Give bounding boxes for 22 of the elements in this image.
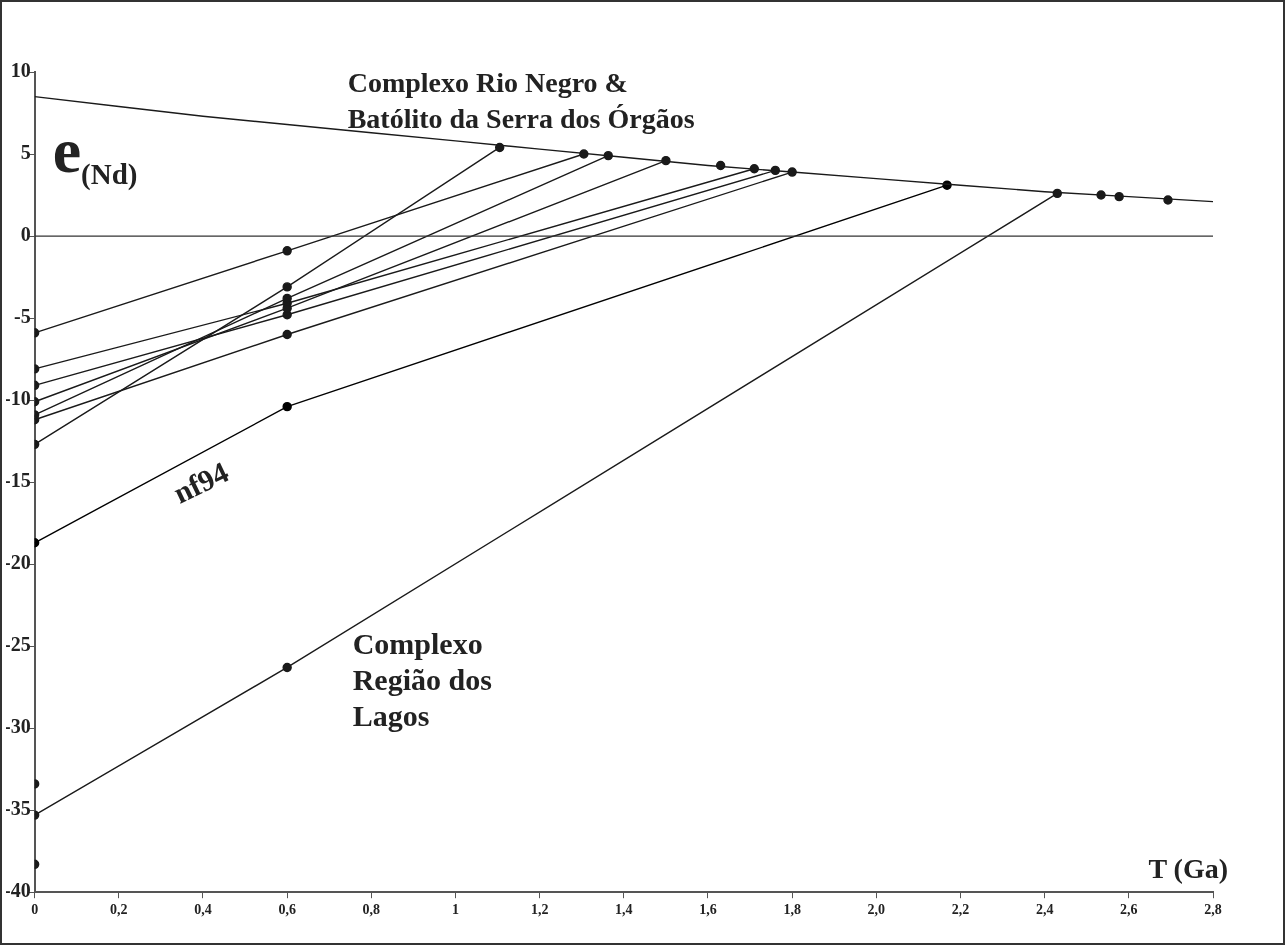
x-tick-label: 1 <box>452 902 459 918</box>
x-tick-label: 2,8 <box>1204 902 1222 918</box>
x-tick-label: 2,4 <box>1035 902 1054 918</box>
x-tick-label: 1,6 <box>699 902 717 918</box>
annotation: nf94 <box>167 455 234 510</box>
x-axis-title: T (Ga) <box>1148 853 1228 885</box>
x-tick-label: 0,8 <box>362 902 381 918</box>
x-tick-label: 0,2 <box>110 902 128 918</box>
y-tick-label: 0 <box>20 223 31 246</box>
x-tick-label: 2,2 <box>951 902 970 918</box>
x-tick-label: 1,2 <box>530 902 549 918</box>
x-tick-label: 0,6 <box>278 902 296 918</box>
x-tick-label: 1,8 <box>783 902 801 918</box>
x-tick-label: 1,4 <box>615 902 633 918</box>
x-tick-label: 2,0 <box>867 902 886 918</box>
y-tick-label: 10 <box>10 59 31 82</box>
annotation: Complexo Região dos Lagos <box>352 627 492 732</box>
y-tick-label: -5 <box>13 305 31 328</box>
x-tick-label: 2,6 <box>1120 902 1138 918</box>
y-tick-label: 5 <box>20 141 31 164</box>
x-tick-label: 0,4 <box>194 902 212 918</box>
annotation: Complexo Rio Negro & Batólito da Serra dos Órgãos <box>347 67 695 134</box>
